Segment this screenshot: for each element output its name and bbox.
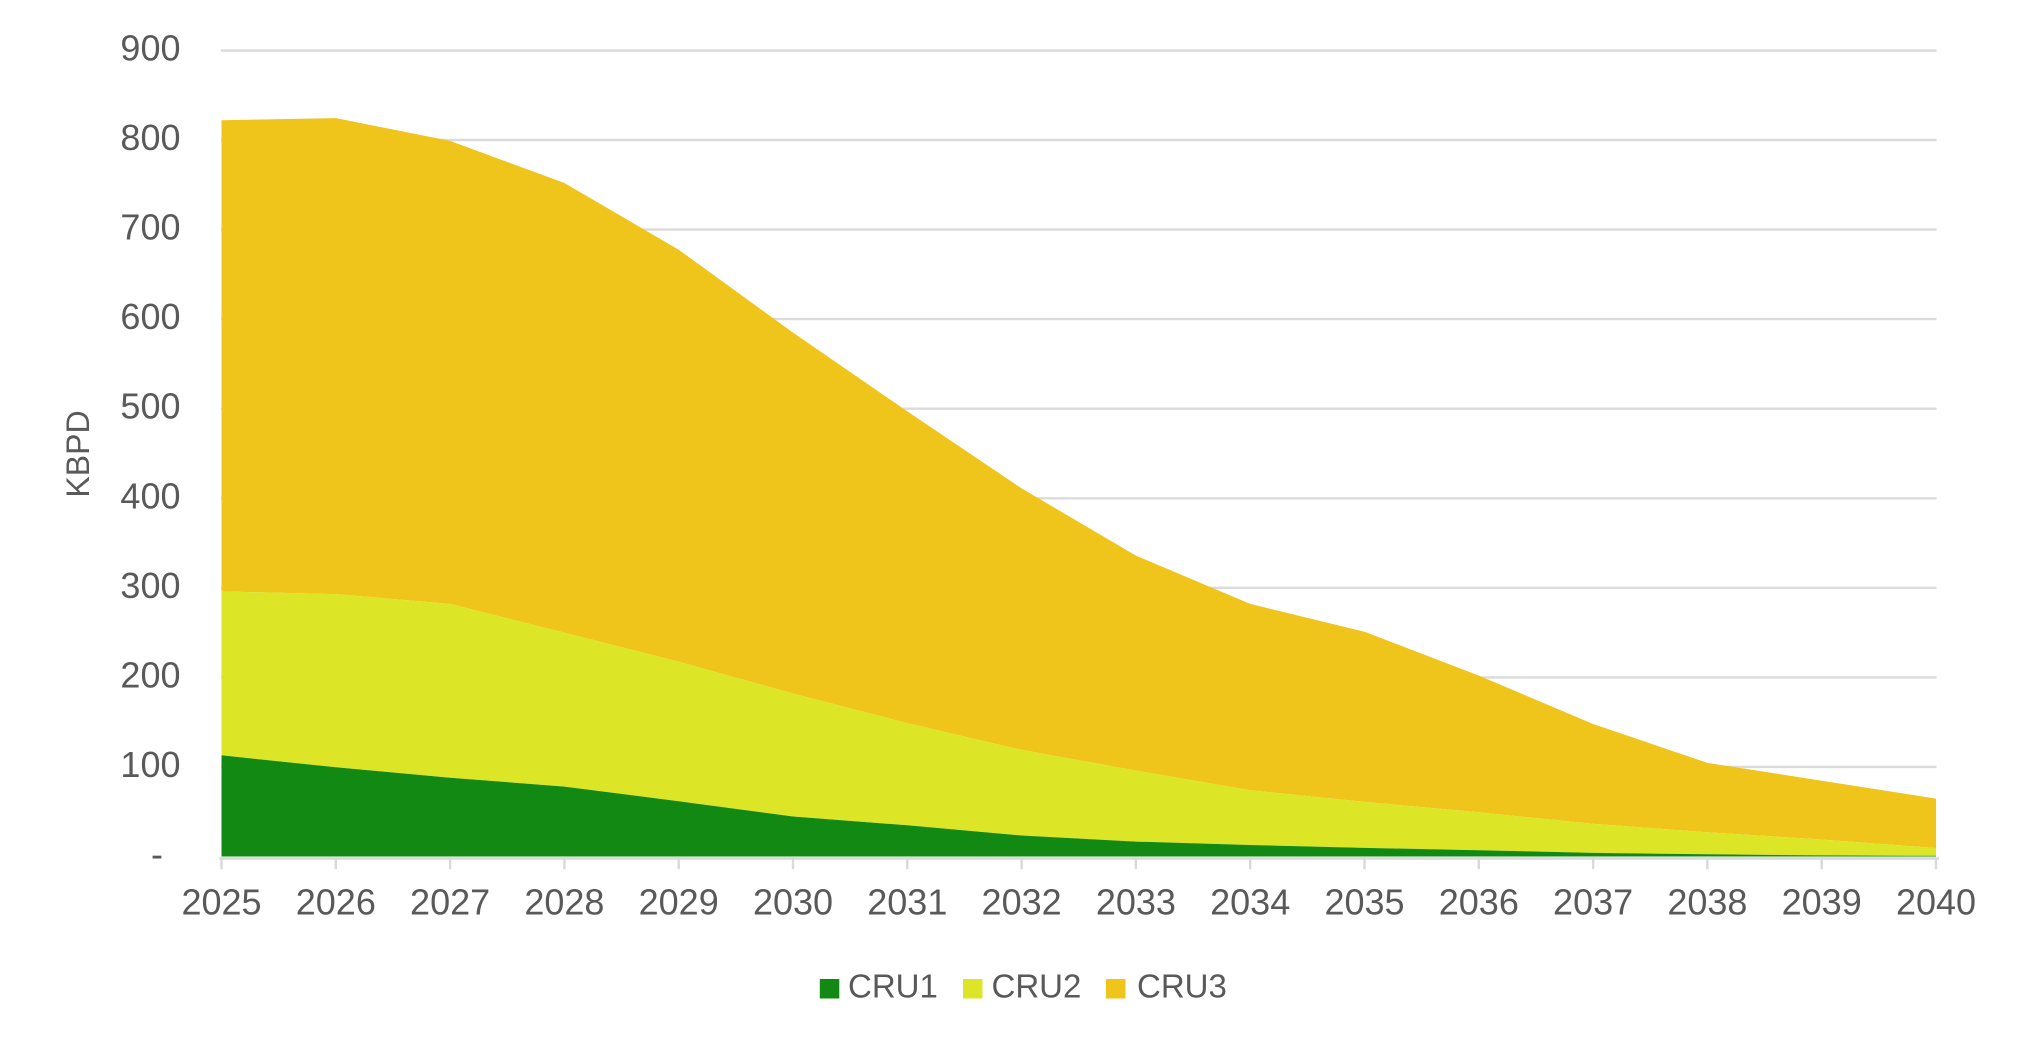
svg-text:2039: 2039	[1782, 882, 1862, 923]
svg-text:2029: 2029	[639, 882, 719, 923]
svg-text:CRU3: CRU3	[1137, 968, 1227, 1005]
svg-text:400: 400	[120, 475, 180, 516]
svg-text:2027: 2027	[410, 882, 490, 923]
svg-text:2026: 2026	[296, 882, 376, 923]
svg-text:2033: 2033	[1096, 882, 1176, 923]
svg-text:-: -	[151, 834, 163, 875]
svg-text:2037: 2037	[1553, 882, 1633, 923]
svg-text:100: 100	[120, 744, 180, 785]
svg-text:800: 800	[120, 117, 180, 158]
svg-text:900: 900	[120, 28, 180, 69]
svg-text:2028: 2028	[524, 882, 604, 923]
svg-text:CRU1: CRU1	[848, 968, 938, 1005]
svg-text:2038: 2038	[1667, 882, 1747, 923]
svg-text:2034: 2034	[1210, 882, 1290, 923]
svg-text:CRU2: CRU2	[992, 968, 1082, 1005]
svg-text:2030: 2030	[753, 882, 833, 923]
svg-text:2035: 2035	[1324, 882, 1404, 923]
svg-text:2031: 2031	[867, 882, 947, 923]
svg-text:200: 200	[120, 654, 180, 695]
svg-text:2036: 2036	[1439, 882, 1519, 923]
svg-text:500: 500	[120, 386, 180, 427]
svg-text:600: 600	[120, 296, 180, 337]
svg-text:300: 300	[120, 565, 180, 606]
svg-text:700: 700	[120, 207, 180, 248]
svg-text:2040: 2040	[1896, 882, 1976, 923]
svg-text:2032: 2032	[982, 882, 1062, 923]
svg-text:KBPD: KBPD	[60, 410, 96, 497]
svg-text:2025: 2025	[181, 882, 261, 923]
